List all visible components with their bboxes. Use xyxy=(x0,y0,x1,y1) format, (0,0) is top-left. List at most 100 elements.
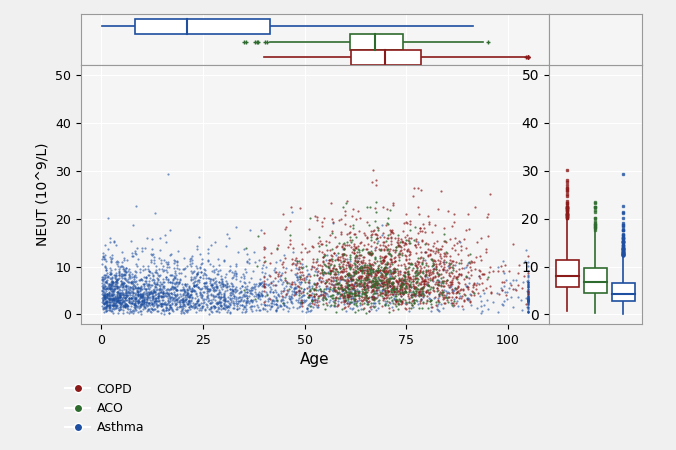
Point xyxy=(377,279,387,287)
Point xyxy=(309,295,320,302)
Point xyxy=(349,250,360,257)
Point xyxy=(161,300,172,307)
Point xyxy=(380,263,391,270)
Point xyxy=(172,291,183,298)
Point xyxy=(146,246,157,253)
Point xyxy=(360,309,371,316)
Point xyxy=(272,297,283,304)
Point xyxy=(295,260,306,267)
Point xyxy=(390,288,401,295)
Point xyxy=(355,266,366,274)
Point xyxy=(225,289,236,296)
Point xyxy=(523,295,534,302)
Point xyxy=(523,293,534,301)
Point xyxy=(241,268,251,275)
Point xyxy=(153,292,164,300)
Point xyxy=(462,295,473,302)
Point xyxy=(169,283,180,290)
Point xyxy=(111,297,122,304)
Point xyxy=(130,301,141,308)
Point xyxy=(105,275,116,283)
Point xyxy=(124,291,135,298)
Point xyxy=(137,293,148,301)
Point xyxy=(366,296,377,303)
Point xyxy=(126,274,137,281)
Point xyxy=(122,306,133,313)
Point xyxy=(294,268,305,275)
Point xyxy=(387,306,398,314)
Point xyxy=(157,306,168,313)
Point xyxy=(409,297,420,304)
Point xyxy=(376,257,387,265)
Point xyxy=(289,256,300,264)
Point xyxy=(226,299,237,306)
Point xyxy=(306,303,317,310)
Point xyxy=(97,282,107,289)
Point xyxy=(120,293,131,300)
Point xyxy=(218,305,229,312)
Point xyxy=(390,296,401,303)
Point xyxy=(389,294,400,302)
Point xyxy=(205,261,216,268)
Point xyxy=(168,284,178,291)
Point xyxy=(111,295,122,302)
Point xyxy=(155,280,166,287)
Point xyxy=(214,308,224,315)
Point xyxy=(390,288,401,295)
Point xyxy=(370,247,381,254)
Point xyxy=(241,298,252,305)
Point xyxy=(122,308,132,315)
Point xyxy=(418,278,429,285)
Point xyxy=(213,279,224,286)
Point xyxy=(191,298,202,305)
Point xyxy=(447,269,458,276)
Point xyxy=(400,252,410,259)
Point xyxy=(422,278,433,285)
Point xyxy=(124,309,135,316)
Point xyxy=(393,296,404,303)
Point xyxy=(388,254,399,261)
Point xyxy=(414,258,425,265)
Point xyxy=(220,288,231,295)
Point xyxy=(379,234,389,241)
Point xyxy=(219,302,230,309)
Point xyxy=(396,301,407,308)
Point xyxy=(348,283,359,290)
Point xyxy=(197,297,208,304)
Point xyxy=(336,228,347,235)
Point xyxy=(384,279,395,286)
Point xyxy=(409,236,420,243)
Point xyxy=(195,274,206,281)
Point xyxy=(371,307,382,314)
Point xyxy=(208,302,218,309)
Point xyxy=(331,266,341,273)
Point xyxy=(235,297,245,305)
Point xyxy=(214,266,225,274)
Point xyxy=(106,280,117,288)
Point xyxy=(379,291,390,298)
Point xyxy=(310,266,321,273)
Point xyxy=(389,288,400,295)
Point xyxy=(362,269,372,276)
Point xyxy=(407,302,418,309)
Point xyxy=(199,306,210,313)
Point xyxy=(114,303,125,310)
Point xyxy=(149,287,160,294)
Point xyxy=(181,291,192,298)
Point xyxy=(133,304,144,311)
Point xyxy=(326,281,337,288)
Point xyxy=(247,287,258,294)
Point xyxy=(121,278,132,285)
Point xyxy=(301,262,312,269)
Point xyxy=(361,297,372,304)
Point xyxy=(523,300,534,307)
Point xyxy=(277,287,288,294)
Point xyxy=(269,286,280,293)
Point xyxy=(168,285,178,292)
Point xyxy=(389,258,400,265)
Point xyxy=(146,290,157,297)
Point xyxy=(447,288,458,296)
Point xyxy=(397,279,408,286)
Point xyxy=(247,284,258,292)
Point xyxy=(395,268,406,275)
